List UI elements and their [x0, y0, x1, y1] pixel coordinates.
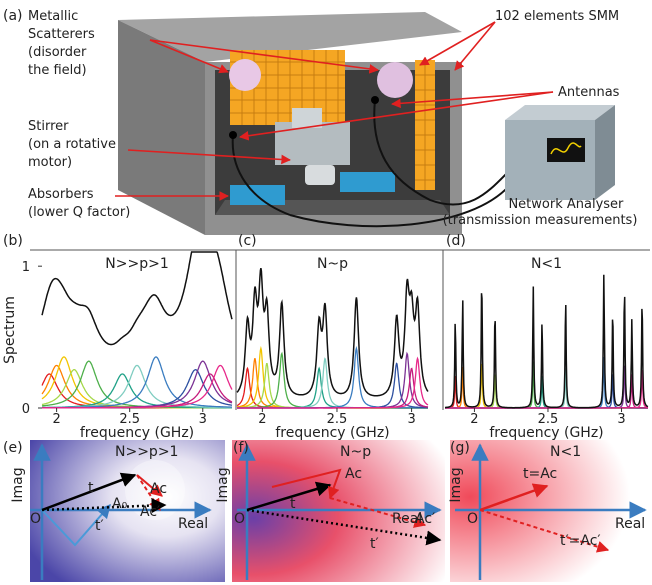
- x-tick-label: 2: [52, 412, 60, 427]
- panel-label: (c): [238, 233, 257, 249]
- plane-label: O: [30, 511, 41, 527]
- mode-curve: [445, 367, 648, 408]
- x-axis-label: frequency (GHz): [275, 425, 389, 441]
- plane-label: t′: [370, 536, 379, 552]
- x-tick-label: 2: [470, 412, 478, 427]
- plane-label: O: [234, 511, 245, 527]
- panel-title: N>>p>1: [115, 444, 178, 460]
- x-tick-label: 3: [199, 412, 207, 427]
- mode-curve: [445, 368, 648, 408]
- y-tick-label: 1: [22, 260, 30, 275]
- plane-label: O: [467, 511, 478, 527]
- spectrum-curves: [445, 275, 648, 408]
- plane-label: Imag: [448, 467, 464, 502]
- total-spectrum: [445, 275, 648, 408]
- plane-label: Imag: [10, 467, 26, 502]
- mode-curve: [42, 374, 232, 408]
- page: (a) Metallic Scatterers (disorder the fi…: [0, 0, 652, 585]
- panel-title: N<1: [531, 256, 562, 272]
- figure: (a) Metallic Scatterers (disorder the fi…: [0, 0, 652, 585]
- stirrer-label: Stirrer (on a rotative motor): [28, 119, 120, 170]
- panel-label: (a): [3, 8, 23, 24]
- mode-curve: [42, 374, 232, 408]
- x-tick-label: 3: [617, 412, 625, 427]
- mode-curve: [237, 348, 428, 408]
- mode-curve: [445, 374, 648, 408]
- plane-label: Ac′: [415, 511, 435, 527]
- mode-curve: [445, 370, 648, 408]
- mode-curve: [42, 374, 232, 408]
- absorbers-label: Absorbers (lower Q factor): [28, 187, 130, 220]
- plane-label: A₀: [112, 496, 128, 512]
- spectrum-curves: [42, 252, 232, 408]
- plane-label: t′: [95, 518, 104, 534]
- panel-label: (e): [3, 440, 23, 456]
- plane-label: Ac: [150, 481, 167, 497]
- panel-label: (g): [450, 440, 470, 456]
- smm-label: 102 elements SMM: [495, 9, 619, 24]
- plane-label: t: [88, 480, 94, 496]
- mode-curve: [42, 357, 232, 408]
- plane-label: Real: [615, 516, 645, 532]
- x-axis-label: frequency (GHz): [80, 425, 194, 441]
- plane-label: t=Ac: [523, 466, 557, 482]
- plane-label: Real: [178, 516, 208, 532]
- scatterers-label: Metallic Scatterers (disorder the field): [28, 9, 99, 78]
- mode-curve: [445, 357, 648, 408]
- mode-curve: [445, 364, 648, 408]
- plane-label: t: [290, 496, 296, 512]
- panel-title: N>>p>1: [105, 256, 168, 272]
- panel-title: N~p: [317, 256, 348, 272]
- mode-curve: [445, 366, 648, 408]
- panel-label: (d): [446, 233, 466, 249]
- panel-label: (f): [233, 440, 249, 456]
- x-axis-label: frequency (GHz): [489, 425, 603, 441]
- spectrum-curves: [237, 268, 428, 408]
- y-axis-label: Spectrum: [2, 296, 18, 364]
- panel-title: N<1: [550, 444, 581, 460]
- antennas-label: Antennas: [558, 85, 620, 100]
- mode-curve: [445, 376, 648, 408]
- mode-curve: [445, 374, 648, 408]
- mode-curve: [445, 375, 648, 408]
- mode-curve: [445, 376, 648, 408]
- mode-curve: [237, 348, 428, 408]
- plane-label: t′=Ac′: [560, 533, 601, 549]
- x-tick-label: 2: [258, 412, 266, 427]
- x-tick-label: 3: [407, 412, 415, 427]
- mode-curve: [445, 362, 648, 409]
- mode-curve: [42, 357, 232, 408]
- panel-title: N~p: [340, 444, 371, 460]
- y-tick-label: 0: [22, 402, 30, 417]
- plane-label: Ac: [345, 466, 362, 482]
- panel-label: (b): [3, 233, 23, 249]
- plane-label: Ac′: [140, 504, 160, 520]
- plane-label: Imag: [215, 467, 231, 502]
- setup-illustration: (a) Metallic Scatterers (disorder the fi…: [3, 8, 637, 235]
